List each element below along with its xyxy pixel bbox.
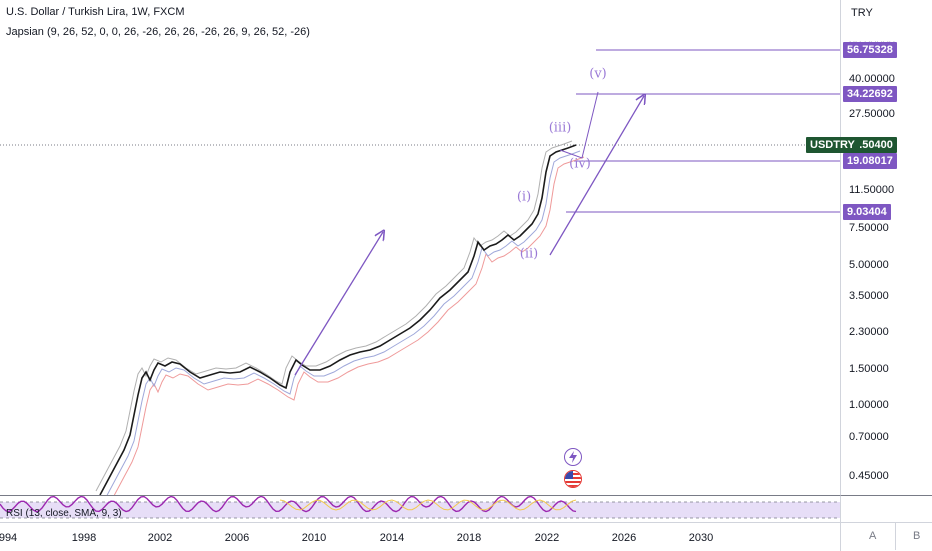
time-tick: 2006 xyxy=(224,532,250,544)
time-tick: 2022 xyxy=(534,532,560,544)
rsi-legend[interactable]: RSI (13, close, SMA, 9, 3) xyxy=(6,508,122,519)
symbol-legend[interactable]: U.S. Dollar / Turkish Lira, 1W, FXCM xyxy=(6,6,185,18)
price-tick: 0.70000 xyxy=(849,431,889,443)
mid-band-line xyxy=(106,150,581,495)
currency-label: TRY xyxy=(851,7,873,19)
rsi-band xyxy=(0,502,840,518)
price-label-target-34: 34.22692 xyxy=(843,86,897,102)
price-tick: 40.00000 xyxy=(849,73,895,85)
wave-label-v: (v) xyxy=(589,66,607,82)
lightning-icon[interactable] xyxy=(564,448,582,466)
us-flag-icon[interactable] xyxy=(564,470,582,488)
upper-band-line xyxy=(95,140,573,492)
time-tick: 994 xyxy=(0,532,18,544)
price-tick: 27.50000 xyxy=(849,108,895,120)
price-label-target-56: 56.75328 xyxy=(843,42,897,58)
time-tick: 2018 xyxy=(456,532,482,544)
wave-label-iv: (iv) xyxy=(569,156,591,172)
wave-label-iii: (iii) xyxy=(548,120,572,136)
price-axis[interactable]: TRY 60.00000 40.00000 27.50000 11.50000 … xyxy=(840,0,932,495)
time-tick: 2014 xyxy=(379,532,405,544)
time-tick: 2030 xyxy=(688,532,714,544)
corner-divider xyxy=(895,522,896,550)
rsi-pane[interactable]: RSI (13, close, SMA, 9, 3) xyxy=(0,495,840,523)
price-tick: 3.50000 xyxy=(849,290,889,302)
price-tick: 1.00000 xyxy=(849,399,889,411)
symbol-tag: USDTRY xyxy=(806,137,859,153)
wave-label-i: (i) xyxy=(516,189,532,205)
price-label-19: 19.08017 xyxy=(843,153,897,169)
lower-band-line xyxy=(113,156,585,495)
axis-corner: A B xyxy=(840,522,932,551)
time-axis[interactable]: 994 1998 2002 2006 2010 2014 2018 2022 2… xyxy=(0,522,840,551)
price-chart[interactable] xyxy=(0,0,840,495)
price-tick: 1.50000 xyxy=(849,363,889,375)
time-tick: 2026 xyxy=(611,532,637,544)
indicator-legend[interactable]: Japsian (9, 26, 52, 0, 0, 26, -26, 26, 2… xyxy=(6,26,310,38)
time-tick: 1998 xyxy=(71,532,97,544)
price-tick: 2.30000 xyxy=(849,326,889,338)
projection-arrow xyxy=(549,96,644,256)
price-tick: 5.00000 xyxy=(849,259,889,271)
wave-path xyxy=(559,91,599,159)
rsi-chart xyxy=(0,496,840,519)
price-line xyxy=(99,144,577,495)
rsi-line xyxy=(0,496,577,513)
rsi-axis[interactable] xyxy=(840,495,932,523)
chart-area[interactable]: U.S. Dollar / Turkish Lira, 1W, FXCM Jap… xyxy=(0,0,840,495)
time-tick: 2010 xyxy=(301,532,327,544)
price-tick: 7.50000 xyxy=(849,222,889,234)
log-scale-button[interactable]: B xyxy=(913,530,921,542)
rsi-signal-line xyxy=(279,499,577,511)
time-tick: 2002 xyxy=(147,532,173,544)
price-label-9: 9.03404 xyxy=(843,204,891,220)
price-tick: 0.45000 xyxy=(849,470,889,482)
price-tick: 11.50000 xyxy=(849,184,895,196)
projection-arrow xyxy=(294,232,383,376)
wave-label-ii: (ii) xyxy=(519,246,539,262)
auto-scale-button[interactable]: A xyxy=(869,530,877,542)
